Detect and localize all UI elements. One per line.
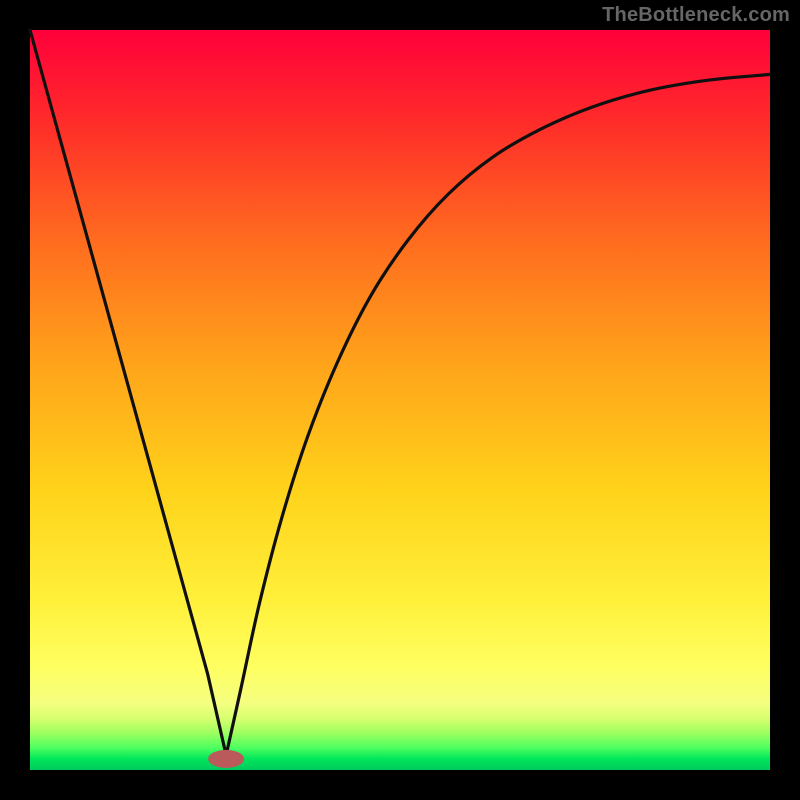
- watermark: TheBottleneck.com: [602, 4, 790, 27]
- chart-frame: { "watermark": "TheBottleneck.com", "cha…: [0, 0, 800, 800]
- gradient-plot-area: [30, 30, 770, 770]
- bottleneck-chart: [0, 0, 800, 800]
- min-marker: [208, 750, 244, 768]
